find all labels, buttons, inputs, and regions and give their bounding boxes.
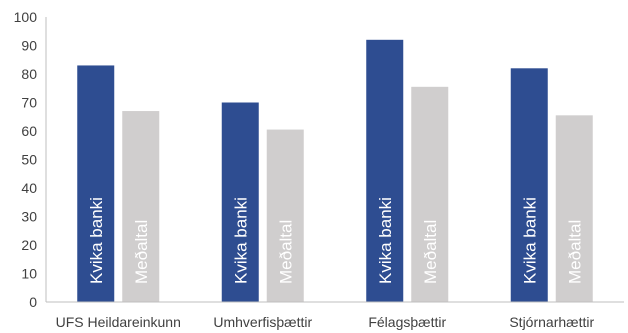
bar-kvika-banki	[366, 39, 404, 303]
y-axis: 0 10 20 30 40 50 60 70 80 90 100	[14, 9, 47, 310]
y-tick-label: 0	[29, 294, 37, 310]
x-category-label: Félagsþættir	[368, 314, 446, 330]
bar-series-label: Meðaltal	[565, 220, 584, 284]
y-tick-label: 90	[21, 38, 37, 54]
x-category-label: Stjórnarhættir	[509, 314, 594, 330]
bar-kvika-banki	[77, 65, 115, 302]
y-tick-label: 20	[21, 237, 37, 253]
bar-medaltal	[266, 129, 304, 302]
y-tick-label: 80	[21, 66, 37, 82]
bar-kvika-banki	[510, 68, 548, 302]
y-tick-label: 10	[21, 266, 37, 282]
bar-series-label: Meðaltal	[421, 220, 440, 284]
y-tick-label: 60	[21, 123, 37, 139]
bars: Kvika banki Meðaltal Kvika banki Meðaltal Kv…	[77, 39, 593, 303]
bar-series-label: Kvika banki	[231, 197, 250, 284]
bar-series-label: Meðaltal	[132, 220, 151, 284]
bar-series-label: Kvika banki	[520, 197, 539, 284]
x-category-label: UFS Heildareinkunn	[56, 314, 181, 330]
y-tick-label: 50	[21, 152, 37, 168]
y-tick-label: 30	[21, 209, 37, 225]
x-axis: UFS Heildareinkunn Umhverfisþættir Félagsþ…	[46, 301, 624, 330]
y-tick-label: 40	[21, 180, 37, 196]
bar-medaltal	[122, 111, 160, 302]
y-tick-label: 100	[14, 9, 38, 25]
bar-series-label: Kvika banki	[87, 197, 106, 284]
bar-medaltal	[411, 86, 449, 302]
x-category-label: Umhverfisþættir	[213, 314, 312, 330]
y-tick-label: 70	[21, 95, 37, 111]
bar-kvika-banki	[221, 102, 259, 302]
bar-series-label: Kvika banki	[376, 197, 395, 284]
bar-medaltal	[555, 115, 593, 302]
bar-series-label: Meðaltal	[276, 220, 295, 284]
